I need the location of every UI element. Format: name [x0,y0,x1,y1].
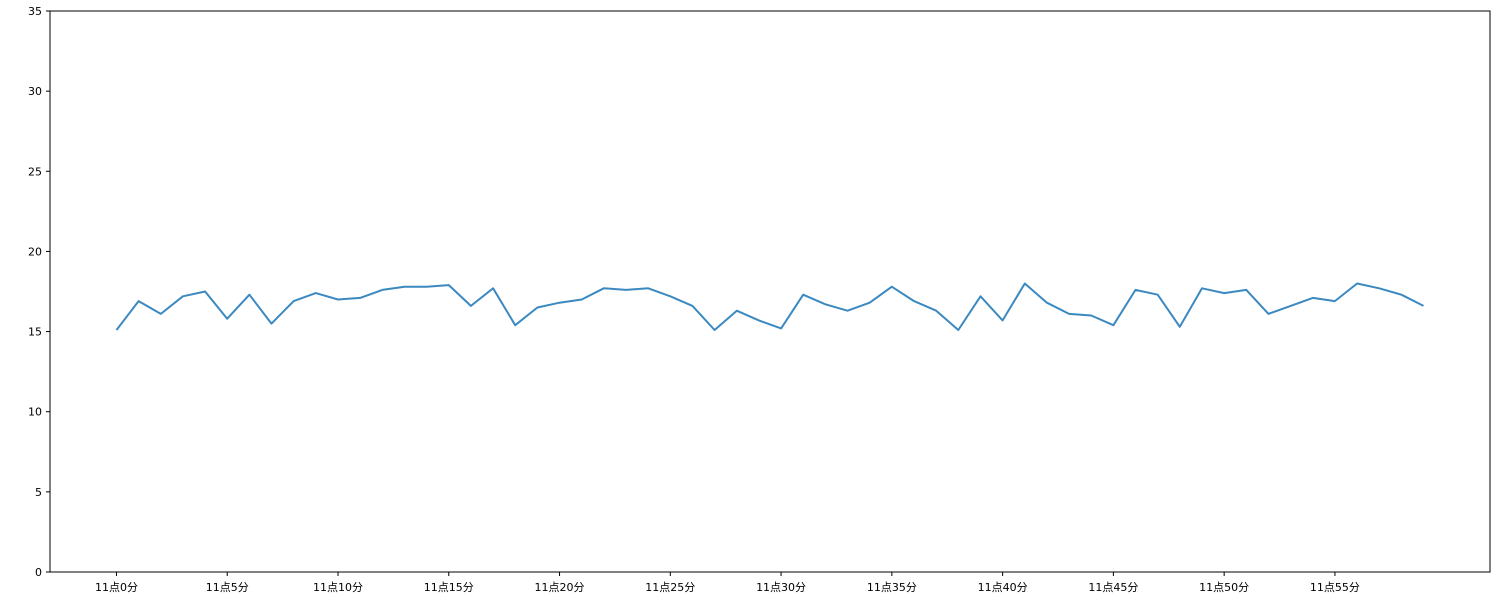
y-tick-label: 15 [28,326,42,339]
y-tick-label: 0 [35,566,42,579]
y-tick-label: 35 [28,5,42,18]
x-tick-label: 11点30分 [756,581,806,594]
y-tick-label: 10 [28,406,42,419]
x-tick-label: 11点20分 [535,581,585,594]
x-tick-label: 11点5分 [206,581,249,594]
x-tick-label: 11点15分 [424,581,474,594]
plot-frame [49,10,1491,573]
x-tick-label: 11点50分 [1199,581,1249,594]
plot-area [50,11,1490,572]
x-axis-ticks: 11点0分 11点5分 11点10分 11点15分 11点20分 11点25分 11点30分… [95,572,1360,594]
data-series [115,282,1424,331]
x-tick-label: 11点10分 [313,581,363,594]
x-tick-label: 11点45分 [1088,581,1138,594]
y-tick-label: 25 [28,165,42,178]
y-tick-label: 30 [28,85,42,98]
x-tick-label: 11点0分 [95,581,138,594]
y-axis-ticks: 0 5 10 15 20 25 30 35 [28,5,50,579]
x-tick-label: 11点40分 [978,581,1028,594]
x-tick-label: 11点25分 [645,581,695,594]
y-tick-label: 20 [28,245,42,258]
x-tick-label: 11点35分 [867,581,917,594]
x-tick-label: 11点55分 [1310,581,1360,594]
y-tick-label: 5 [35,486,42,499]
series-line [115,282,1424,331]
